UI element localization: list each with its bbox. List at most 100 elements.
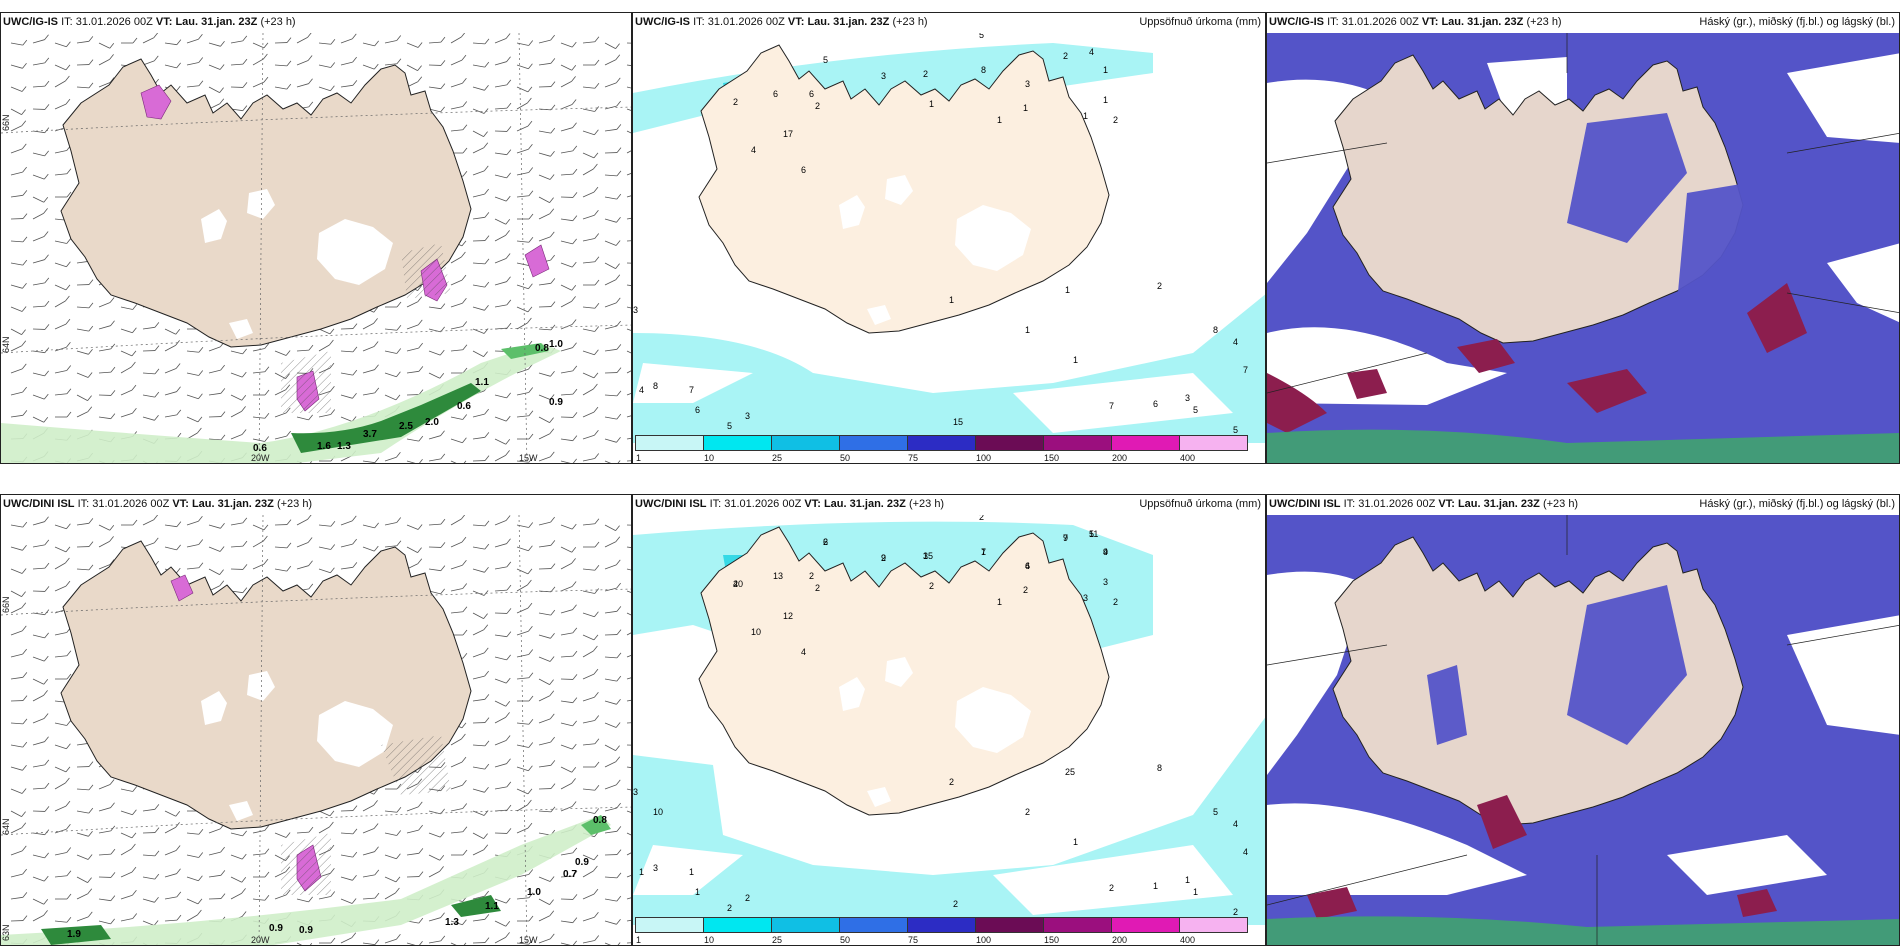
wind-barb (560, 632, 573, 636)
colorbar-tick: 10 (704, 453, 715, 463)
wind-barb (494, 937, 506, 944)
wind-barb-flag (571, 261, 577, 268)
wind-barb (538, 612, 551, 616)
wind-barb (318, 524, 331, 527)
wind-barb-flag (198, 80, 204, 86)
wind-barb (54, 655, 67, 658)
wind-barb-flag (87, 911, 93, 918)
wind-barb-flag (594, 565, 600, 571)
wind-barb (472, 193, 485, 198)
wind-barb-flag (241, 406, 246, 412)
precip-value: 1 (1185, 875, 1190, 885)
wind-barb (472, 216, 485, 220)
wind-barb-flag (594, 453, 600, 459)
wind-barb-flag (242, 587, 248, 593)
colorbar-tick: 200 (1112, 453, 1128, 463)
wind-barb-flag (44, 852, 49, 859)
wind-barb-flag (154, 827, 160, 833)
wind-barb (516, 788, 529, 795)
wind-barb-flag (131, 843, 136, 850)
wind-barb-flag (65, 284, 71, 291)
wind-barb-flag (352, 562, 358, 568)
wind-barb (142, 854, 155, 857)
wind-barb (32, 305, 45, 308)
wind-barb (582, 214, 595, 220)
wind-barb-flag (593, 186, 599, 193)
wind-barb (538, 62, 551, 66)
wind-barb (32, 196, 44, 203)
wind-barb (98, 371, 111, 374)
wind-barb-flag (198, 852, 204, 858)
wind-barb (10, 42, 23, 46)
wind-barb (560, 218, 573, 222)
wind-barb (560, 942, 571, 945)
wind-barb-flag (43, 690, 48, 696)
wind-barb (538, 130, 551, 134)
wind-barb-flag (549, 174, 555, 180)
wind-barb (516, 630, 529, 636)
wind-barb-flag (572, 894, 578, 900)
wind-barb-flag (352, 538, 357, 545)
wind-barb (560, 81, 572, 88)
precip-value: 3 (633, 787, 638, 797)
wind-barb (428, 328, 441, 333)
wind-barb-flag (506, 538, 511, 544)
wind-barb (494, 61, 507, 66)
wind-barb-flag (242, 564, 248, 570)
wind-barb-flag (22, 718, 28, 725)
wind-barb-flag (439, 373, 445, 379)
wind-barb (560, 393, 573, 396)
wind-barb (516, 607, 529, 614)
wind-barb (516, 584, 528, 592)
wind-barb (318, 546, 331, 550)
wind-barb-flag (220, 870, 226, 876)
wind-barb-flag (110, 802, 115, 808)
wind-barb-flag (505, 515, 511, 521)
wind-barb (340, 394, 353, 399)
wind-barb (208, 86, 220, 93)
precip-value: 6 (809, 89, 814, 99)
wind-barb-flag (462, 298, 467, 304)
wind-barb-flag (572, 435, 578, 441)
precip-value: 1 (997, 597, 1002, 607)
wind-barb (428, 832, 441, 838)
wind-barb-flag (615, 779, 621, 786)
wind-barb-flag (44, 782, 50, 789)
wind-barb (340, 84, 353, 88)
wind-barb (164, 368, 177, 374)
wind-barb (318, 86, 331, 92)
wind-barb (54, 64, 67, 71)
wind-barb (516, 86, 529, 93)
wind-barb-flag (286, 430, 291, 437)
wind-barb-flag (571, 319, 577, 325)
wind-barb (516, 306, 529, 313)
wind-barb-flag (43, 173, 49, 180)
wind-barb-flag (110, 872, 116, 878)
wind-barb-flag (593, 152, 599, 159)
wind-barb (450, 326, 463, 330)
wind-barb (384, 394, 397, 401)
wind-barb (472, 568, 485, 573)
wind-barb (604, 700, 617, 705)
wind-barb (516, 744, 529, 748)
wind-value: 1.3 (445, 917, 459, 928)
wind-barb-flag (44, 632, 49, 639)
wind-barb-flag (616, 367, 622, 373)
wind-barb (428, 871, 440, 878)
wind-barb-flag (616, 147, 622, 153)
wind-barb (516, 874, 529, 878)
wind-barb-flag (550, 371, 555, 377)
wind-barb-flag (571, 296, 576, 302)
wind-barb-flag (484, 763, 490, 770)
wind-barb (10, 630, 23, 636)
wind-barb-flag (373, 823, 379, 829)
wind-barb-flag (506, 758, 511, 764)
wind-barb-flag (528, 213, 534, 220)
wind-barb-flag (616, 699, 621, 705)
wind-barb-flag (594, 588, 600, 594)
wind-barb (604, 240, 617, 246)
wind-barb-flag (176, 39, 182, 45)
wind-barb (604, 678, 617, 682)
precip-value: 2 (733, 97, 738, 107)
